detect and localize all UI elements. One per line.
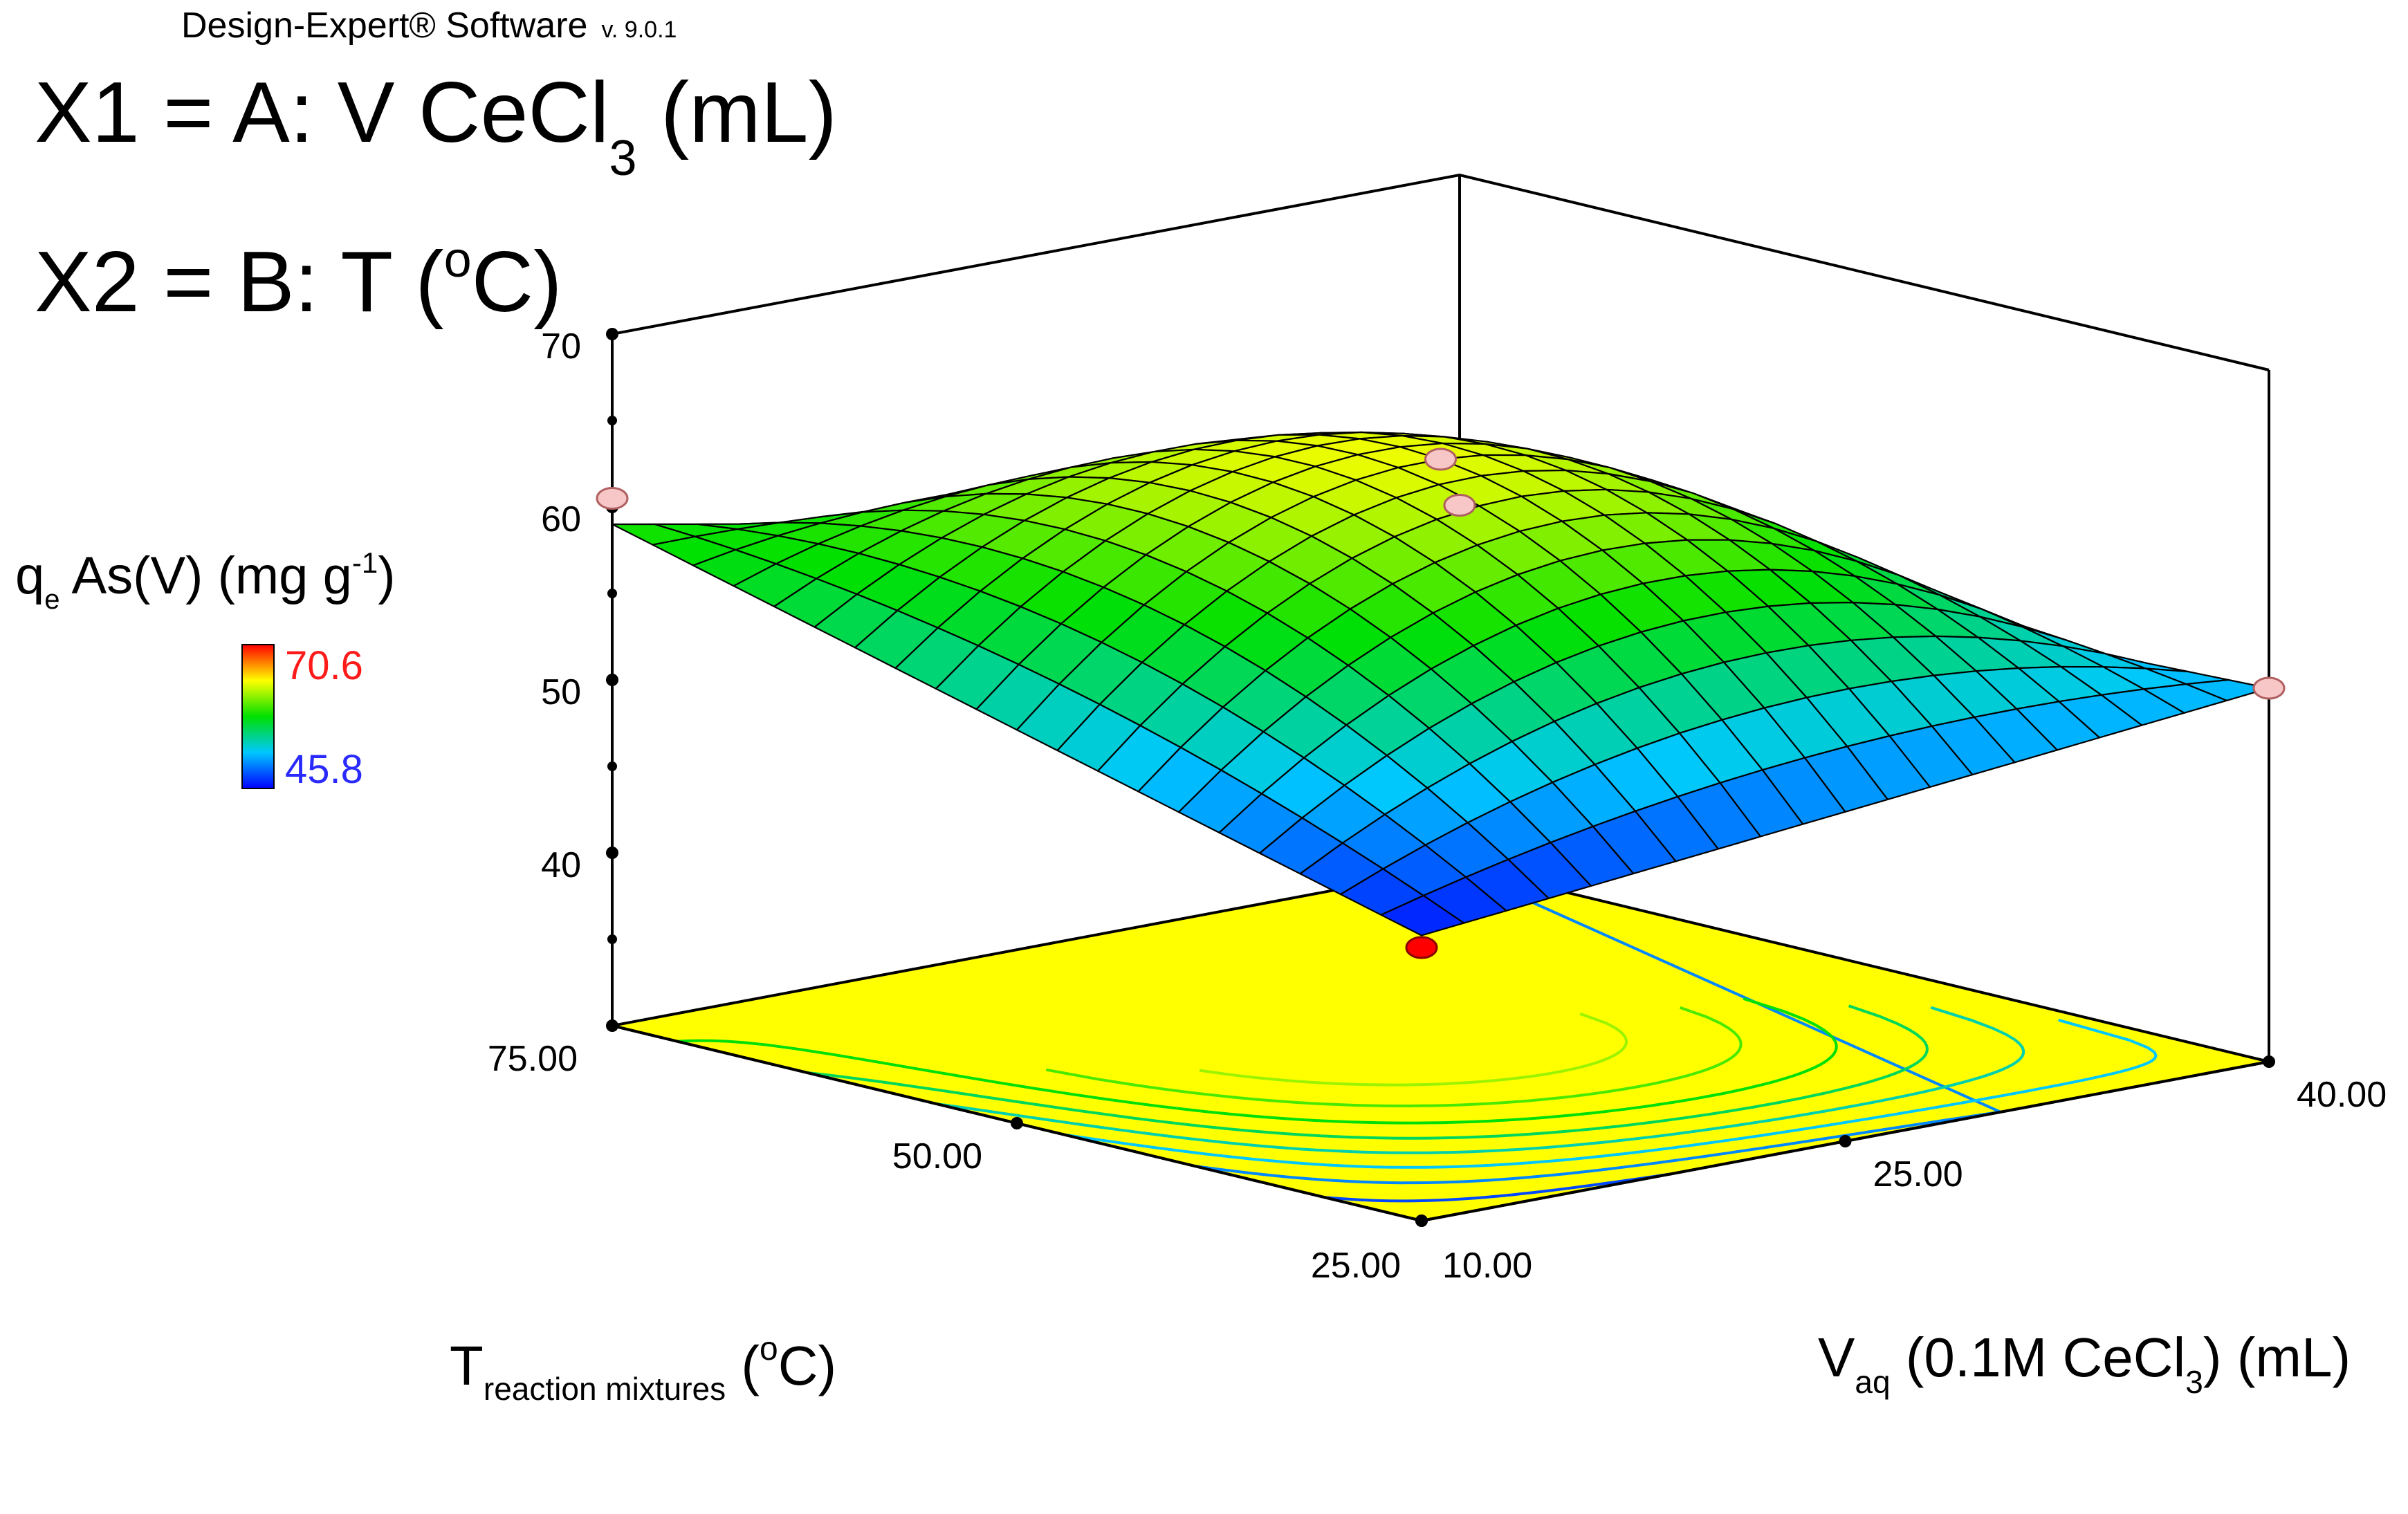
- z-minor-tick-mark: [607, 761, 617, 771]
- contour-line: [1199, 1012, 1628, 1087]
- contour-line: [677, 997, 1838, 1125]
- x-tick-label: 40.00: [2297, 1075, 2387, 1115]
- x-axis-title: Vaq (0.1M CeCl3) (mL): [1818, 1327, 2351, 1400]
- design-point: [596, 487, 629, 510]
- z-tick-mark: [606, 847, 618, 859]
- design-points: [596, 447, 2286, 959]
- response-surface: [611, 431, 2270, 936]
- z-tick-mark: [606, 674, 618, 686]
- contour-line: [1195, 868, 2005, 1185]
- z-tick-label: 50: [541, 672, 581, 712]
- y-tick-label: 50.00: [892, 1136, 982, 1176]
- design-point: [1424, 447, 1457, 471]
- y-tick-mark: [1415, 1215, 1428, 1227]
- design-point: [1443, 494, 1476, 517]
- software-name: Design-Expert® Software: [181, 6, 587, 46]
- x-tick-label: 25.00: [1873, 1154, 1963, 1194]
- software-version: v. 9.0.1: [601, 17, 677, 43]
- axes: 10.00 25.00 40.00 25.00 50.00 75.00 40 50 60 70: [488, 326, 2387, 1286]
- y-tick-mark: [1011, 1117, 1023, 1129]
- factor-x1-label: X1 = A: V CeCl3 (mL): [35, 65, 837, 186]
- factor-x2-label: X2 = B: T (oC): [35, 232, 562, 330]
- contour-line: [935, 1006, 2025, 1154]
- y-axis-title: Treaction mixtures (oC): [450, 1331, 836, 1407]
- x-tick-mark: [2263, 1055, 2275, 1068]
- contour-line: [806, 1004, 1929, 1140]
- z-tick-mark: [606, 328, 618, 340]
- legend-color-bar: [241, 644, 275, 789]
- z-axis-title: qe As(V) (mg g-1): [15, 546, 396, 615]
- y-tick-label: 75.00: [488, 1039, 578, 1079]
- top-back-edges: [612, 173, 2270, 371]
- y-tick-mark: [606, 1019, 618, 1032]
- y-tick-label: 25.00: [1311, 1246, 1401, 1286]
- design-point: [2252, 676, 2286, 700]
- x-tick-label: 10.00: [1442, 1246, 1532, 1286]
- x-tick-mark: [1839, 1135, 1852, 1147]
- contour-line: [1065, 1018, 2158, 1169]
- contour-line: [1045, 1006, 1743, 1107]
- z-tick-label: 70: [541, 326, 581, 367]
- contour-line: [1324, 1172, 1669, 1203]
- legend-min-label: 45.8: [285, 747, 363, 792]
- design-point: [1405, 936, 1438, 959]
- z-minor-tick-mark: [607, 934, 617, 944]
- color-legend: 70.6 45.8: [241, 643, 363, 792]
- surface-cell: [1380, 894, 1465, 936]
- z-tick-label: 60: [541, 499, 581, 539]
- z-minor-tick-mark: [607, 416, 617, 425]
- z-tick-label: 40: [541, 845, 581, 885]
- z-minor-tick-mark: [607, 589, 617, 598]
- header: Design-Expert® Software v. 9.0.1 X1 = A: …: [35, 6, 837, 330]
- legend-max-label: 70.6: [285, 643, 363, 688]
